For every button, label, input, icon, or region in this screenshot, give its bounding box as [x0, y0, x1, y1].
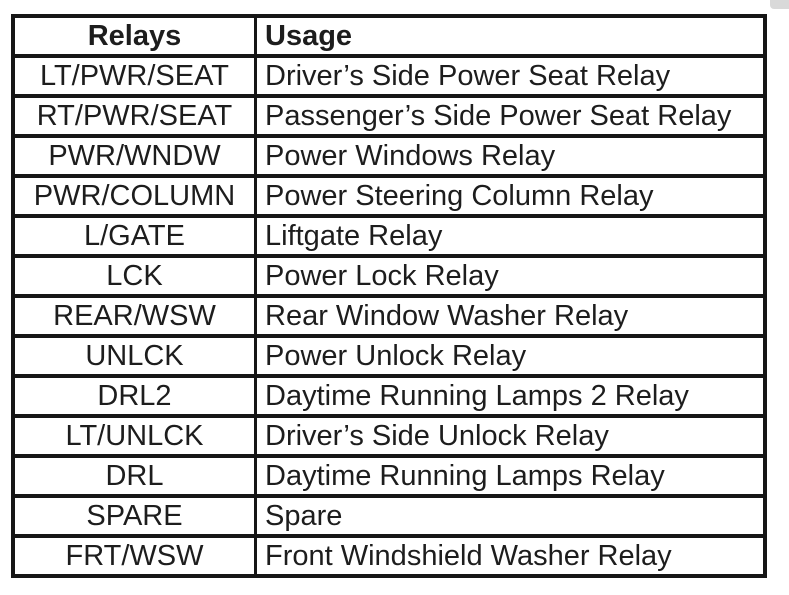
relay-cell: PWR/WNDW	[11, 134, 257, 178]
relay-cell: DRL2	[11, 374, 257, 418]
relay-cell: SPARE	[11, 494, 257, 538]
usage-cell: Daytime Running Lamps Relay	[254, 454, 767, 498]
table-row: LCK Power Lock Relay	[11, 254, 767, 298]
usage-column-header: Usage	[254, 14, 767, 58]
table-row: DRL Daytime Running Lamps Relay	[11, 454, 767, 498]
relay-cell: L/GATE	[11, 214, 257, 258]
usage-cell: Rear Window Washer Relay	[254, 294, 767, 338]
table-row: LT/PWR/SEAT Driver’s Side Power Seat Rel…	[11, 54, 767, 98]
relay-cell: DRL	[11, 454, 257, 498]
relay-cell: REAR/WSW	[11, 294, 257, 338]
table-row: FRT/WSW Front Windshield Washer Relay	[11, 534, 767, 578]
usage-cell: Driver’s Side Power Seat Relay	[254, 54, 767, 98]
usage-cell: Power Steering Column Relay	[254, 174, 767, 218]
relay-cell: RT/PWR/SEAT	[11, 94, 257, 138]
usage-cell: Spare	[254, 494, 767, 538]
table-row: L/GATE Liftgate Relay	[11, 214, 767, 258]
table-row: PWR/COLUMN Power Steering Column Relay	[11, 174, 767, 218]
relay-cell: LT/UNLCK	[11, 414, 257, 458]
relay-cell: PWR/COLUMN	[11, 174, 257, 218]
usage-cell: Passenger’s Side Power Seat Relay	[254, 94, 767, 138]
table-row: PWR/WNDW Power Windows Relay	[11, 134, 767, 178]
usage-cell: Daytime Running Lamps 2 Relay	[254, 374, 767, 418]
relays-column-header: Relays	[11, 14, 257, 58]
usage-cell: Power Unlock Relay	[254, 334, 767, 378]
usage-cell: Power Lock Relay	[254, 254, 767, 298]
relay-cell: LCK	[11, 254, 257, 298]
relay-cell: FRT/WSW	[11, 534, 257, 578]
table-row: LT/UNLCK Driver’s Side Unlock Relay	[11, 414, 767, 458]
table-row: SPARE Spare	[11, 494, 767, 538]
relay-cell: LT/PWR/SEAT	[11, 54, 257, 98]
table-row: RT/PWR/SEAT Passenger’s Side Power Seat …	[11, 94, 767, 138]
usage-cell: Driver’s Side Unlock Relay	[254, 414, 767, 458]
table-row: UNLCK Power Unlock Relay	[11, 334, 767, 378]
usage-cell: Liftgate Relay	[254, 214, 767, 258]
scan-artifact	[770, 0, 789, 9]
table-header-row: Relays Usage	[11, 14, 767, 58]
relay-usage-table: Relays Usage LT/PWR/SEAT Driver’s Side P…	[11, 14, 767, 578]
relay-cell: UNLCK	[11, 334, 257, 378]
table-row: REAR/WSW Rear Window Washer Relay	[11, 294, 767, 338]
usage-cell: Power Windows Relay	[254, 134, 767, 178]
usage-cell: Front Windshield Washer Relay	[254, 534, 767, 578]
table-row: DRL2 Daytime Running Lamps 2 Relay	[11, 374, 767, 418]
